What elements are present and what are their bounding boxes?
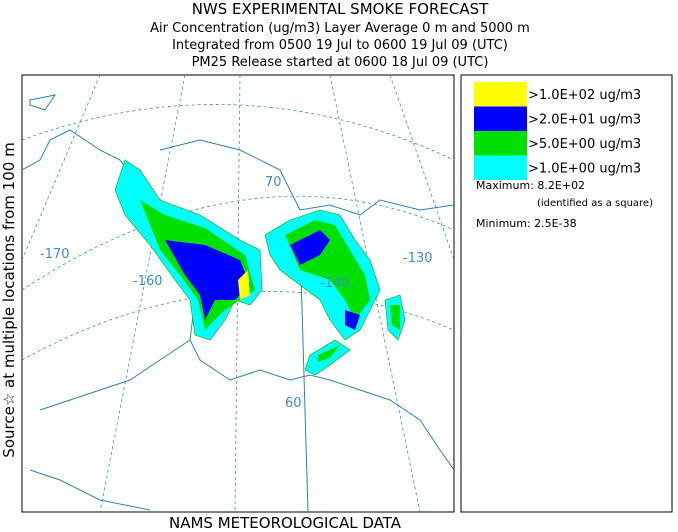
legend-swatch xyxy=(474,131,527,156)
legend-swatch xyxy=(474,155,527,180)
map: -170 -160 -140 -130 70 60 xyxy=(21,74,455,513)
side-label: Source☆ at multiple locations from 100 m xyxy=(0,142,18,457)
subtitle: Integrated from 0500 19 Jul to 0600 19 J… xyxy=(172,38,508,53)
legend-maximum: Maximum: 8.2E+02 xyxy=(476,179,585,192)
map-label: 60 xyxy=(285,396,302,411)
legend-swatch xyxy=(474,106,527,131)
coastline xyxy=(29,339,191,511)
subtitle: Air Concentration (ug/m3) Layer Average … xyxy=(150,21,530,36)
subtitle: PM25 Release started at 0600 18 Jul 09 (… xyxy=(192,55,489,70)
map-label: -140 xyxy=(320,276,350,291)
legend-label: >2.0E+01 ug/m3 xyxy=(528,113,641,128)
plume-area xyxy=(165,240,250,320)
graticule xyxy=(389,75,454,261)
legend-label: >5.0E+00 ug/m3 xyxy=(528,137,641,152)
coastline xyxy=(29,94,454,216)
map-label: -130 xyxy=(403,251,433,266)
map-label: -160 xyxy=(133,274,163,289)
graticule xyxy=(99,75,186,512)
graticule xyxy=(22,104,454,161)
legend-label: >1.0E+02 ug/m3 xyxy=(528,88,641,103)
title: NWS EXPERIMENTAL SMOKE FORECAST xyxy=(192,0,489,18)
map-label: 70 xyxy=(265,175,282,190)
map-label: -170 xyxy=(40,247,70,262)
plume-area xyxy=(290,230,360,330)
legend-minimum: Minimum: 2.5E-38 xyxy=(476,217,577,230)
legend-swatch xyxy=(474,82,527,107)
legend-maximum-note: (identified as a square) xyxy=(537,198,653,209)
legend: Maximum: 8.2E+02 (identified as a square… xyxy=(460,74,673,513)
legend-label: >1.0E+00 ug/m3 xyxy=(528,162,641,177)
graticule xyxy=(22,195,454,291)
plume-area xyxy=(318,305,400,362)
footer: NAMS METEOROLOGICAL DATA xyxy=(169,514,402,532)
plume-area xyxy=(238,270,250,300)
